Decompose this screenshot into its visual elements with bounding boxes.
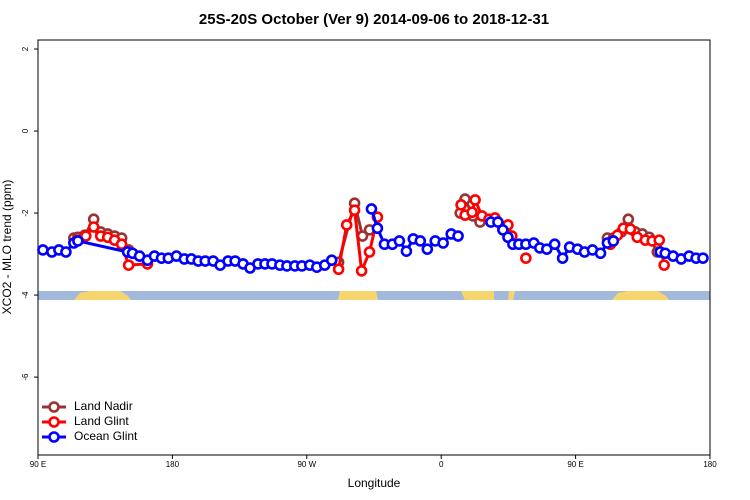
- data-point: [469, 194, 481, 206]
- data-point: [697, 252, 709, 264]
- land-mask: [38, 291, 710, 300]
- land-patch: [338, 291, 378, 300]
- series: [37, 203, 709, 274]
- data-point: [455, 199, 467, 211]
- data-point: [371, 222, 384, 235]
- data-point: [624, 223, 637, 235]
- y-tick-label: 2: [21, 46, 30, 51]
- data-point: [594, 247, 607, 260]
- data-point: [540, 243, 553, 255]
- legend-label: Land Nadir: [74, 399, 133, 413]
- legend-marker: [48, 401, 60, 413]
- data-point: [437, 237, 449, 249]
- data-point: [492, 216, 504, 228]
- data-point: [607, 235, 620, 247]
- data-point: [355, 265, 368, 277]
- data-point: [393, 235, 406, 247]
- y-tick-label: -4: [21, 291, 30, 299]
- data-point: [37, 244, 49, 256]
- data-point: [79, 230, 92, 242]
- legend-marker: [48, 431, 60, 443]
- data-point: [72, 235, 84, 247]
- data-point: [520, 252, 532, 264]
- x-tick-label: 0: [439, 460, 444, 469]
- data-point: [122, 259, 135, 271]
- x-axis-label: Longitude: [348, 476, 401, 490]
- data-point: [658, 259, 670, 271]
- legend-label: Ocean Glint: [74, 429, 138, 443]
- data-point: [466, 206, 478, 219]
- data-point: [400, 245, 413, 257]
- land-patch: [461, 291, 494, 300]
- data-point: [365, 203, 378, 215]
- data-point: [622, 213, 635, 226]
- data-point: [414, 235, 427, 247]
- data-point: [325, 254, 338, 267]
- legend-label: Land Glint: [74, 414, 129, 428]
- data-point: [452, 230, 464, 242]
- x-tick-label: 90 E: [30, 460, 46, 469]
- y-tick-label: 0: [21, 128, 30, 133]
- data-point: [332, 263, 345, 276]
- x-tick-label: 90 E: [567, 460, 583, 469]
- data-point: [653, 234, 666, 246]
- legend-marker: [48, 416, 60, 428]
- data-point: [340, 219, 353, 231]
- data-point: [497, 224, 509, 236]
- land-patch: [508, 291, 515, 300]
- x-tick-label: 180: [703, 460, 717, 469]
- data-point: [115, 238, 128, 251]
- chart-title: 25S-20S October (Ver 9) 2014-09-06 to 20…: [199, 11, 549, 28]
- data-point: [60, 246, 72, 258]
- y-tick-label: -2: [21, 209, 30, 217]
- data-point: [556, 252, 569, 264]
- x-tick-label: 180: [166, 460, 180, 469]
- data-point: [363, 246, 376, 258]
- land-patch: [612, 291, 669, 300]
- x-tick-label: 90 W: [297, 460, 316, 469]
- land-patch: [74, 291, 131, 300]
- data-point: [348, 204, 361, 216]
- y-axis-label: XCO2 - MLO trend (ppm): [0, 180, 14, 315]
- data-point: [87, 221, 100, 233]
- data-point: [421, 243, 434, 255]
- data-point: [548, 238, 561, 251]
- y-tick-label: -6: [21, 373, 30, 381]
